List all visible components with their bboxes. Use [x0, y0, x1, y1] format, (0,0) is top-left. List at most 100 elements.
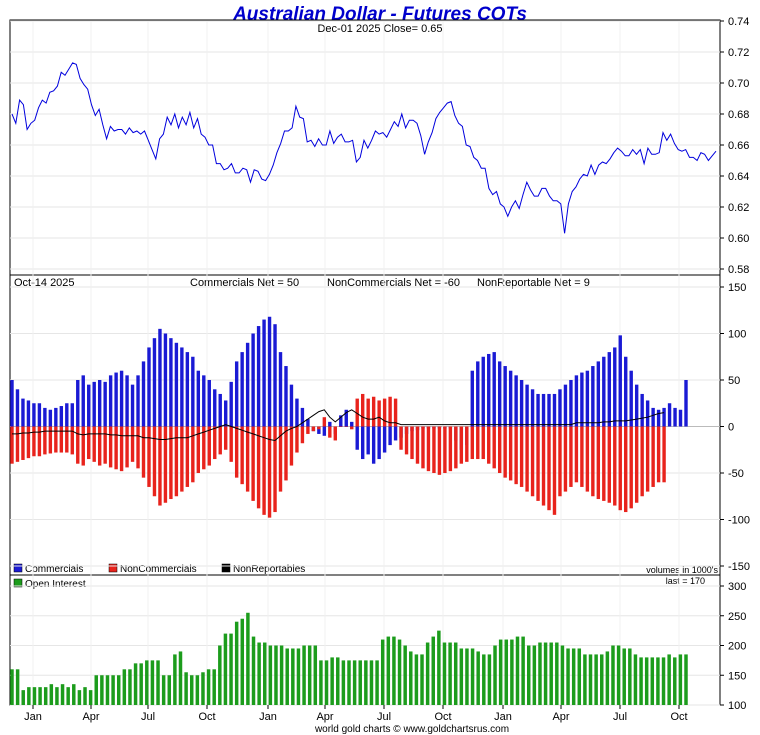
- open-interest-bar: [577, 648, 582, 705]
- x-tick-label: Jul: [377, 711, 391, 723]
- open-interest-bar: [493, 645, 497, 705]
- price-tick-label: 0.70: [728, 78, 749, 90]
- noncommercials-bar: [289, 426, 294, 466]
- open-interest-bar: [358, 660, 362, 706]
- open-interest-bar: [218, 645, 222, 705]
- commercials-bar: [574, 375, 579, 427]
- open-interest-bar: [145, 660, 149, 706]
- price-tick-label: 0.62: [728, 202, 749, 214]
- commercials-bar: [645, 400, 650, 427]
- price-series: [11, 62, 717, 234]
- noncommercials-bar: [366, 398, 370, 427]
- open-interest-bar: [116, 675, 121, 705]
- open-interest-bar: [526, 645, 531, 705]
- noncommercials-bar: [10, 426, 14, 464]
- x-tick-label: Apr: [552, 711, 569, 723]
- noncommercials-bar: [224, 426, 228, 450]
- price-header: Dec-01 2025 Close= 0.65: [317, 23, 442, 35]
- open-interest-bar: [386, 636, 391, 705]
- open-interest-bar: [566, 648, 570, 705]
- commercials-bar: [492, 352, 496, 427]
- commercials-bar: [525, 384, 529, 427]
- noncommercials-bar: [580, 426, 584, 487]
- open-interest-bar: [600, 654, 604, 705]
- commercials-bar: [218, 393, 222, 427]
- open-interest-bar: [66, 687, 70, 705]
- noncommercials-bar: [530, 426, 535, 497]
- commercials-bar: [547, 393, 551, 427]
- open-interest-bar: [32, 687, 37, 705]
- x-tick-label: Oct: [434, 711, 451, 723]
- price-line: [11, 62, 717, 234]
- commercials-bar: [393, 426, 398, 441]
- noncommercials-bar: [393, 398, 398, 427]
- commercials-bar: [678, 409, 683, 427]
- noncommercials-bar: [141, 426, 146, 478]
- noncommercials-bar: [26, 426, 31, 459]
- legend-swatch-open-interest: [13, 578, 23, 588]
- commercials-bar: [563, 384, 568, 427]
- price-tick-label: 0.60: [728, 233, 749, 245]
- open-interest-bar: [465, 648, 469, 705]
- open-interest-bar: [139, 663, 143, 705]
- noncommercials-bar: [487, 426, 491, 464]
- commercials-bar: [651, 407, 655, 427]
- commercials-net: Commercials Net = 50: [190, 277, 299, 289]
- open-interest-bar: [375, 660, 379, 706]
- commercials-bar: [558, 389, 562, 427]
- open-interest-bar: [644, 657, 649, 705]
- commercials-bar: [481, 356, 485, 427]
- commercials-bar: [267, 316, 272, 427]
- noncommercials-bar: [421, 426, 425, 469]
- commercials-bar: [667, 403, 672, 427]
- noncommercials-bar: [629, 426, 633, 509]
- open-interest-bar: [223, 633, 228, 705]
- open-interest-bar: [195, 675, 200, 705]
- commercials-bar: [580, 372, 584, 427]
- open-interest-bar: [10, 669, 14, 705]
- commercials-bar: [81, 375, 85, 427]
- noncommercials-bar: [196, 426, 201, 473]
- noncommercials-bar: [273, 426, 277, 513]
- open-interest-bar: [296, 648, 301, 705]
- commercials-bar: [306, 419, 310, 427]
- open-interest-bar: [555, 642, 559, 705]
- noncommercials-bar: [443, 426, 447, 473]
- oi-tick-label: 100: [728, 700, 746, 712]
- commercials-bar: [10, 380, 14, 427]
- open-interest-bar: [133, 663, 138, 705]
- noncommercials-bar: [54, 426, 58, 453]
- open-interest-bar: [27, 687, 31, 705]
- commercials-bar: [613, 347, 617, 427]
- open-interest-bar: [425, 642, 430, 705]
- commercials-bar: [530, 389, 535, 427]
- open-interest-bar: [369, 660, 374, 706]
- cot-legend: Commercials NonCommercials NonReportable…: [13, 563, 305, 575]
- commercials-bar: [366, 426, 370, 455]
- commercials-bar: [21, 398, 25, 427]
- open-interest-bar: [498, 639, 503, 705]
- open-interest-bar: [307, 645, 312, 705]
- open-interest-bar: [94, 675, 98, 705]
- commercials-bar: [136, 375, 140, 427]
- commercials-bar: [59, 406, 64, 427]
- cot-tick-label: -100: [728, 515, 750, 527]
- commercials-bar: [147, 347, 151, 427]
- noncommercials-bar: [602, 426, 606, 501]
- open-interest-bar: [285, 648, 289, 705]
- commercials-bar: [503, 366, 507, 427]
- noncommercials-bar: [541, 426, 546, 506]
- commercials-bar: [591, 366, 595, 427]
- noncommercials-bar: [514, 426, 518, 485]
- open-interest-bar: [167, 675, 172, 705]
- commercials-bar: [662, 407, 666, 427]
- commercials-bar: [251, 333, 255, 427]
- commercials-bar: [300, 407, 305, 427]
- noncommercials-bar: [519, 426, 524, 487]
- noncommercials-bar: [70, 426, 74, 455]
- noncommercials-bar: [152, 426, 157, 497]
- open-interest-bar: [257, 642, 261, 705]
- open-interest-bar: [60, 684, 65, 705]
- open-interest-bar: [409, 651, 413, 705]
- open-interest-bar: [588, 654, 593, 705]
